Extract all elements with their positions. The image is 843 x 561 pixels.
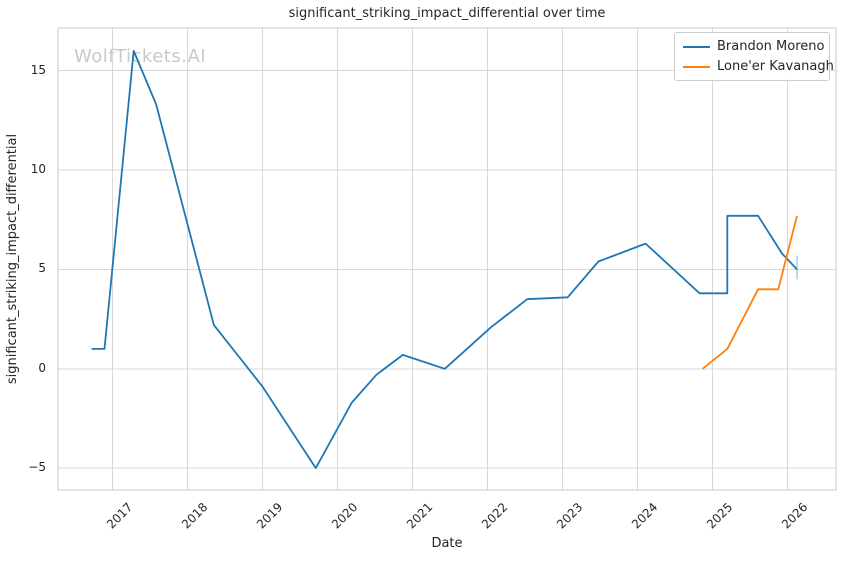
y-tick-label: 5: [38, 261, 46, 276]
chart-title: significant_striking_impact_differential…: [288, 6, 606, 21]
y-tick-label: 15: [30, 62, 46, 77]
watermark: WolfTickets.AI: [74, 46, 207, 67]
series-line-brandon-moreno: [91, 50, 798, 470]
legend-line-swatch: [683, 45, 710, 48]
y-tick-label: 10: [30, 162, 46, 177]
series-line-lone-er-kavanagh: [702, 215, 798, 370]
legend-label: Brandon Moreno: [717, 39, 825, 54]
y-tick-label: 0: [38, 360, 46, 375]
x-axis-label: Date: [431, 536, 463, 551]
legend-item: Brandon Moreno: [683, 38, 825, 55]
legend-item: Lone'er Kavanagh: [683, 58, 834, 75]
legend: Brandon Moreno Lone'er Kavanagh: [674, 32, 834, 81]
legend-line-swatch: [683, 65, 710, 68]
legend-label: Lone'er Kavanagh: [717, 59, 834, 74]
y-tick-label: −5: [28, 460, 46, 475]
plot-frame: [57, 27, 837, 491]
